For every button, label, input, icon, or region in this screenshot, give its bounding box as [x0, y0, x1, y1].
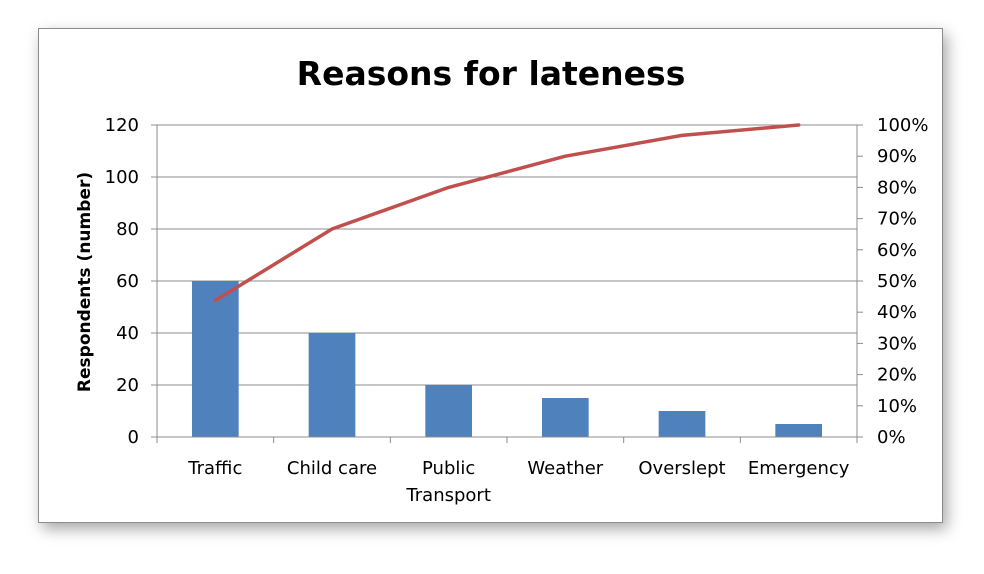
y2-tick-label: 10%	[877, 396, 917, 417]
x-tick-label: Public Transport	[405, 458, 490, 506]
bar	[425, 385, 472, 437]
bar	[542, 398, 589, 437]
y2-tick-label: 30%	[877, 333, 917, 354]
y2-tick-label: 40%	[877, 302, 917, 323]
y2-tick-label: 60%	[877, 240, 917, 261]
bar	[192, 281, 239, 437]
bar	[308, 333, 356, 437]
x-tick-label: Traffic	[187, 458, 242, 479]
bar	[775, 424, 822, 437]
y-tick-label: 40	[116, 323, 139, 344]
y-tick-label: 120	[105, 115, 139, 136]
bar	[658, 411, 706, 437]
y2-tick-label: 0%	[877, 427, 906, 448]
y2-tick-label: 50%	[877, 271, 917, 292]
x-axis-ticks: Traffic Child care Public Transport Weather O…	[187, 458, 849, 506]
y2-tick-label: 80%	[877, 177, 917, 198]
chart-frame	[38, 28, 943, 523]
x-tick-label: Emergency	[748, 458, 850, 479]
axes	[151, 124, 863, 443]
y2-tick-label: 100%	[877, 115, 928, 136]
y-tick-label: 80	[116, 219, 139, 240]
x-tick-label: Weather	[527, 458, 603, 479]
y-tick-label: 100	[105, 167, 139, 188]
y-tick-label: 0	[128, 427, 139, 448]
chart-title: Reasons for lateness	[297, 54, 686, 93]
x-tick-label: Overslept	[638, 458, 725, 479]
bar-series	[192, 281, 822, 437]
x-tick-label: Child care	[287, 458, 377, 479]
y2-tick-label: 70%	[877, 209, 917, 230]
gridlines	[157, 124, 857, 386]
y-axis-label: Respondents (number)	[75, 172, 95, 392]
y2-tick-label: 20%	[877, 365, 917, 386]
cumulative-line-series	[213, 123, 801, 303]
y-axis-ticks: 0 20 40 60 80 100 120	[105, 115, 139, 448]
y-tick-label: 20	[116, 375, 139, 396]
cumulative-line	[213, 123, 801, 303]
y-tick-label: 60	[116, 271, 139, 292]
y2-tick-label: 90%	[877, 146, 917, 167]
y2-axis-ticks: 0% 10% 20% 30% 40% 50% 60% 70% 80% 90% 100%	[877, 115, 928, 448]
